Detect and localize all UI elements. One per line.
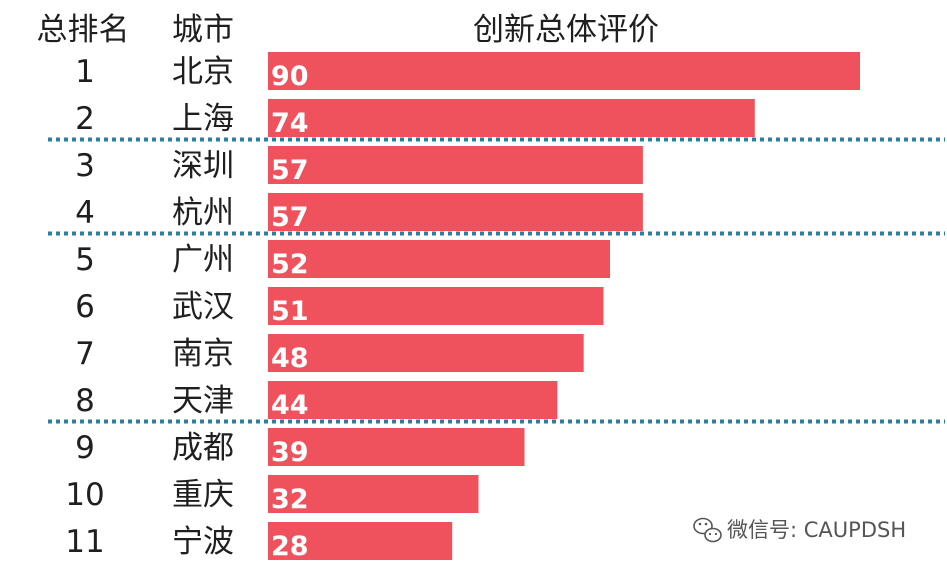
city-label: 天津 <box>172 383 234 419</box>
chart-row: 1 北京 90 <box>75 52 860 92</box>
bar <box>268 428 525 466</box>
rank-label: 7 <box>75 336 95 372</box>
value-label: 44 <box>271 390 309 421</box>
value-label: 57 <box>271 155 309 186</box>
chart-row: 9 成都 39 <box>75 428 525 468</box>
chart-row: 8 天津 44 <box>75 381 558 421</box>
chart-row: 2 上海 74 <box>75 99 755 139</box>
rank-label: 8 <box>75 383 95 419</box>
rank-label: 9 <box>75 430 95 466</box>
city-label: 北京 <box>172 54 234 90</box>
header-score: 创新总体评价 <box>473 12 659 48</box>
group-separators <box>48 137 945 424</box>
bar <box>268 287 604 325</box>
chart-rows: 1 北京 90 2 上海 74 3 深圳 57 4 杭州 57 5 广州 52 6 武汉 51 7 南京 48 8 天津 44… <box>65 52 860 562</box>
rank-label: 2 <box>75 101 95 137</box>
rank-label: 5 <box>75 242 95 278</box>
city-label: 宁波 <box>172 524 234 560</box>
chart-row: 7 南京 48 <box>75 334 584 374</box>
bar <box>268 334 584 372</box>
value-label: 51 <box>271 296 309 327</box>
bar <box>268 146 643 184</box>
city-label: 广州 <box>172 242 234 278</box>
rank-label: 1 <box>75 54 95 90</box>
value-label: 32 <box>271 484 309 515</box>
bar <box>268 240 610 278</box>
value-label: 57 <box>271 202 309 233</box>
header-rank: 总排名 <box>37 12 130 48</box>
watermark: 微信号: CAUPDSH <box>693 517 906 543</box>
bar <box>268 52 860 90</box>
chart-row: 11 宁波 28 <box>65 522 453 562</box>
city-label: 杭州 <box>172 195 234 231</box>
rank-label: 4 <box>75 195 95 231</box>
chart-row: 10 重庆 32 <box>65 475 479 515</box>
city-label: 南京 <box>172 336 234 372</box>
city-label: 武汉 <box>172 289 234 325</box>
rank-label: 6 <box>75 289 95 325</box>
rank-label: 3 <box>75 148 95 184</box>
value-label: 48 <box>271 343 309 374</box>
value-label: 52 <box>271 249 309 280</box>
bar <box>268 475 479 513</box>
wechat-icon <box>693 517 722 543</box>
value-label: 28 <box>271 531 309 562</box>
city-label: 重庆 <box>172 477 234 513</box>
value-label: 39 <box>271 437 309 468</box>
city-label: 深圳 <box>172 148 234 184</box>
chart-row: 4 杭州 57 <box>75 193 643 233</box>
chart-row: 3 深圳 57 <box>75 146 643 186</box>
value-label: 90 <box>271 61 309 92</box>
bar <box>268 99 755 137</box>
rank-label: 11 <box>65 524 104 560</box>
chart-row: 6 武汉 51 <box>75 287 604 327</box>
city-label: 成都 <box>172 430 234 466</box>
chart-row: 5 广州 52 <box>75 240 610 280</box>
bar <box>268 381 558 419</box>
city-label: 上海 <box>172 101 234 137</box>
header-city: 城市 <box>172 12 234 48</box>
bar <box>268 193 643 231</box>
rank-label: 10 <box>65 477 104 513</box>
bar <box>268 522 453 560</box>
watermark-text: 微信号: CAUPDSH <box>727 518 906 542</box>
value-label: 74 <box>271 108 309 139</box>
